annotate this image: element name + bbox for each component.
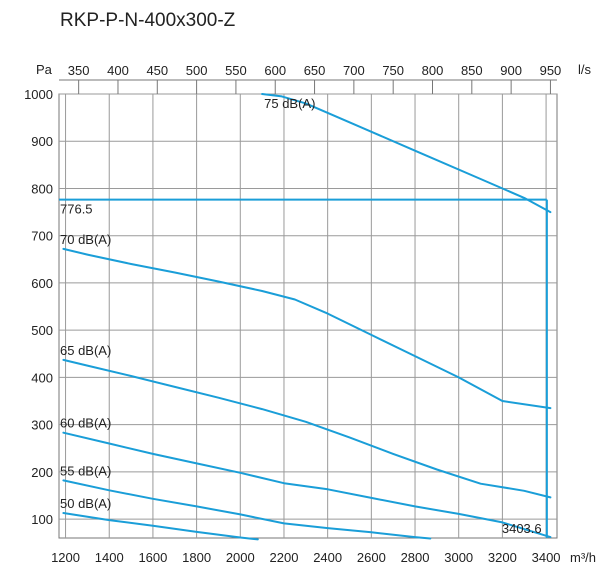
- x-top-tick-label: 500: [186, 63, 208, 78]
- series-line-5: [62, 512, 259, 541]
- series-line-2: [62, 358, 552, 499]
- y-unit-label: Pa: [36, 62, 53, 77]
- x-top-tick-label: 950: [540, 63, 562, 78]
- x-tick-label: 1600: [138, 550, 167, 565]
- x-tick-label: 3200: [488, 550, 517, 565]
- tick-labels: 1200 1400 1600 1800 2000 2200 2400 2600 2800 3000…: [24, 63, 561, 565]
- series-line-0: [261, 93, 552, 214]
- series-label-5: 50 dB(A): [60, 496, 111, 511]
- y-tick-label: 400: [31, 370, 53, 385]
- series-label-4: 55 dB(A): [60, 463, 111, 478]
- series-line-4: [62, 479, 432, 540]
- x-tick-label: 2400: [313, 550, 342, 565]
- x-tick-label: 2800: [401, 550, 430, 565]
- x-top-unit-label: l/s: [578, 62, 592, 77]
- y-tick-label: 200: [31, 465, 53, 480]
- y-tick-label: 700: [31, 229, 53, 244]
- x-top-tick-label: 850: [461, 63, 483, 78]
- x-top-tick-label: 350: [68, 63, 90, 78]
- x-top-tick-label: 400: [107, 63, 129, 78]
- chart-title: RKP-P-N-400x300-Z: [60, 10, 236, 31]
- y-tick-label: 900: [31, 134, 53, 149]
- y-tick-label: 100: [31, 512, 53, 527]
- op-x-label: 3403.6: [502, 521, 542, 536]
- x-tick-label: 2200: [270, 550, 299, 565]
- x-tick-label: 1400: [95, 550, 124, 565]
- x-tick-label: 2600: [357, 550, 386, 565]
- y-tick-label: 600: [31, 276, 53, 291]
- grid-layer: [58, 79, 558, 539]
- x-tick-label: 3000: [444, 550, 473, 565]
- x-tick-label: 1200: [51, 550, 80, 565]
- operating-point: 776.5 3403.6: [59, 198, 548, 538]
- series-line-3: [62, 431, 552, 539]
- y-tick-label: 800: [31, 181, 53, 196]
- y-tick-label: 1000: [24, 87, 53, 102]
- x-top-tick-label: 900: [500, 63, 522, 78]
- y-tick-label: 300: [31, 418, 53, 433]
- x-unit-label: m³/h: [570, 550, 596, 565]
- x-top-tick-label: 750: [382, 63, 404, 78]
- x-top-tick-label: 600: [264, 63, 286, 78]
- x-tick-label: 3400: [532, 550, 561, 565]
- series-label-1: 70 dB(A): [60, 232, 111, 247]
- op-y-label: 776.5: [60, 202, 93, 217]
- x-tick-label: 1800: [182, 550, 211, 565]
- x-top-tick-label: 650: [304, 63, 326, 78]
- x-top-tick-label: 700: [343, 63, 365, 78]
- y-tick-label: 500: [31, 323, 53, 338]
- series-layer: 75 dB(A) 70 dB(A) 65 dB(A) 60 dB(A) 55 dB(A)…: [60, 93, 552, 541]
- x-top-tick-label: 800: [422, 63, 444, 78]
- x-top-tick-label: 450: [146, 63, 168, 78]
- x-top-tick-label: 550: [225, 63, 247, 78]
- x-tick-label: 2000: [226, 550, 255, 565]
- series-label-3: 60 dB(A): [60, 416, 111, 431]
- series-line-1: [62, 247, 552, 410]
- series-label-2: 65 dB(A): [60, 343, 111, 358]
- series-label-0: 75 dB(A): [264, 96, 315, 111]
